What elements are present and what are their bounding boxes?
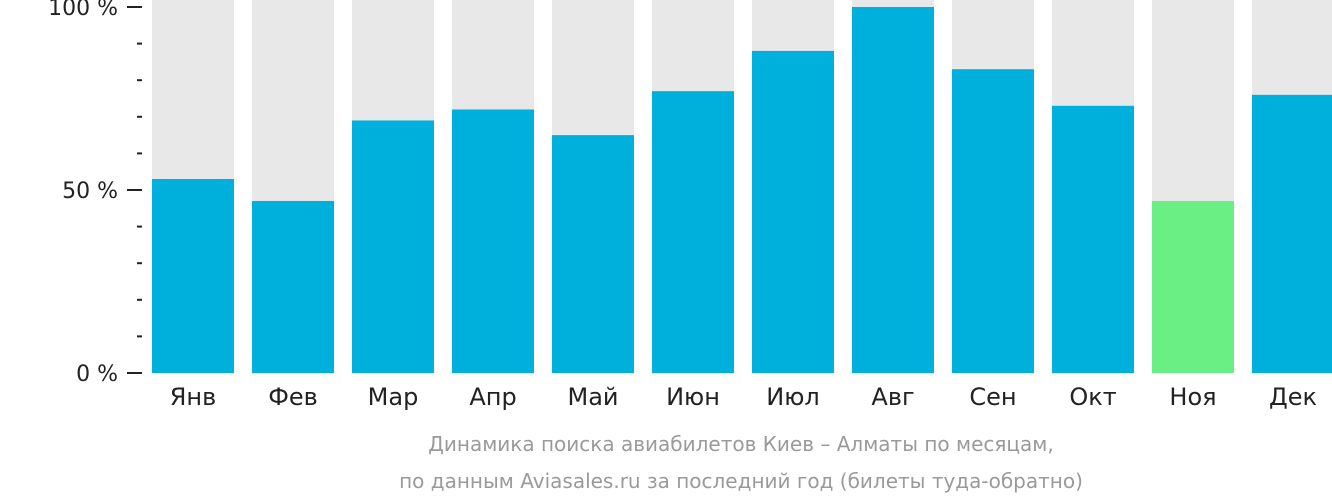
bar-10 — [1152, 200, 1234, 373]
caption-line-1: Динамика поиска авиабилетов Киев – Алмат… — [428, 432, 1054, 456]
chart-caption: Динамика поиска авиабилетов Киев – Алмат… — [399, 432, 1083, 493]
x-tick-label-9: Окт — [1069, 383, 1116, 411]
bar-11 — [1252, 94, 1332, 373]
bar-8 — [952, 69, 1034, 373]
bar-2 — [352, 120, 434, 374]
bar-0 — [152, 179, 234, 373]
x-tick-label-4: Май — [567, 383, 618, 411]
y-tick-label-2: 0 % — [76, 362, 118, 387]
x-tick-label-3: Апр — [469, 383, 516, 411]
bar-4 — [552, 135, 634, 373]
bar-9 — [1052, 105, 1134, 373]
x-axis-labels: Янв Фев Мар Апр Май Июн Июл Авг Сен Окт Ноя Дек — [170, 383, 1317, 411]
x-tick-label-11: Дек — [1269, 383, 1317, 411]
bar-6 — [752, 50, 834, 374]
bar-7 — [852, 7, 934, 373]
x-tick-label-10: Ноя — [1169, 383, 1216, 411]
y-axis: 100 % 50 % 0 % — [48, 0, 142, 387]
bar-5 — [652, 91, 734, 374]
y-tick-label-0: 100 % — [48, 0, 118, 21]
bar-1 — [252, 200, 334, 373]
x-tick-label-5: Июн — [666, 383, 720, 411]
y-tick-label-1: 50 % — [62, 179, 118, 204]
x-tick-label-7: Авг — [871, 383, 914, 411]
x-tick-label-8: Сен — [969, 383, 1016, 411]
x-tick-label-1: Фев — [268, 383, 318, 411]
x-tick-label-0: Янв — [170, 383, 217, 411]
x-tick-label-6: Июл — [766, 383, 820, 411]
bar-3 — [452, 109, 534, 373]
caption-line-2: по данным Aviasales.ru за последний год … — [399, 469, 1083, 493]
x-tick-label-2: Мар — [368, 383, 419, 411]
bars — [152, 7, 1332, 374]
